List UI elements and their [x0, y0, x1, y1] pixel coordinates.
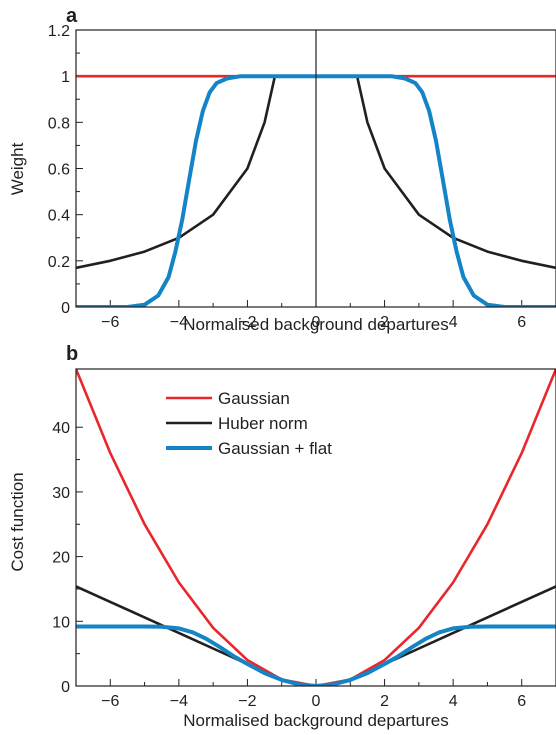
x-tick-label: −6 [101, 314, 119, 331]
x-tick-label: 4 [449, 693, 458, 710]
panel-a-y-ticks: 0 0.2 0.4 0.6 0.8 1 1.2 [48, 23, 83, 317]
x-tick-label: 6 [517, 693, 526, 710]
y-tick-label: 0.2 [48, 254, 70, 271]
x-tick-label: −4 [170, 314, 188, 331]
y-tick-label: 0.4 [48, 208, 70, 225]
y-tick-label: 0 [61, 679, 70, 696]
y-tick-label: 10 [52, 614, 70, 631]
legend-label: Gaussian + flat [218, 439, 332, 458]
series-line-gaussian-flat [76, 624, 556, 686]
x-tick-label: 0 [312, 314, 321, 331]
panel-b-frame [75, 368, 556, 687]
panel-b-lines [76, 369, 556, 686]
x-tick-label: −4 [170, 693, 188, 710]
y-tick-label: 1.2 [48, 23, 70, 40]
x-tick-label: −2 [238, 693, 256, 710]
series-line-huber-norm [76, 585, 556, 686]
x-tick-label: 4 [449, 314, 458, 331]
y-tick-label: 0 [61, 300, 70, 317]
panel-b-legend: Gaussian Huber norm Gaussian + flat [166, 389, 332, 458]
x-tick-label: −6 [101, 693, 119, 710]
x-tick-label: 2 [380, 314, 389, 331]
panel-b-label: b [66, 343, 78, 365]
y-tick-label: 20 [52, 550, 70, 567]
panel-a-y-axis-label: Weight [8, 142, 27, 195]
x-tick-label: −2 [238, 314, 256, 331]
panel-b-x-ticks: −6 −4 −2 0 2 4 6 [75, 679, 556, 710]
legend-label: Gaussian [218, 389, 290, 408]
y-tick-label: 30 [52, 485, 70, 502]
panel-b-cost-chart: b 0 10 20 30 40 −6 −4 −2 0 2 4 6 Gaussian Huber nor… [8, 343, 556, 730]
panel-a-label: a [66, 5, 78, 27]
y-tick-label: 40 [52, 420, 70, 437]
panel-b-y-ticks: 0 10 20 30 40 [52, 420, 83, 696]
x-tick-label: 6 [517, 314, 526, 331]
panel-b-y-axis-label: Cost function [8, 472, 27, 571]
series-line-gaussian [76, 369, 556, 686]
y-tick-label: 0.6 [48, 162, 70, 179]
panel-b-x-axis-label: Normalised background departures [183, 711, 449, 730]
x-tick-label: 2 [380, 693, 389, 710]
x-tick-label: 0 [312, 693, 321, 710]
y-tick-label: 1 [61, 69, 70, 86]
panel-a-x-axis-label: Normalised background departures [183, 315, 449, 334]
legend-label: Huber norm [218, 414, 308, 433]
panel-a-weight-chart: a 0 0.2 0.4 0.6 0.8 1 1.2 −6 −4 −2 0 2 4 6 Weight No… [8, 5, 556, 334]
y-tick-label: 0.8 [48, 115, 70, 132]
